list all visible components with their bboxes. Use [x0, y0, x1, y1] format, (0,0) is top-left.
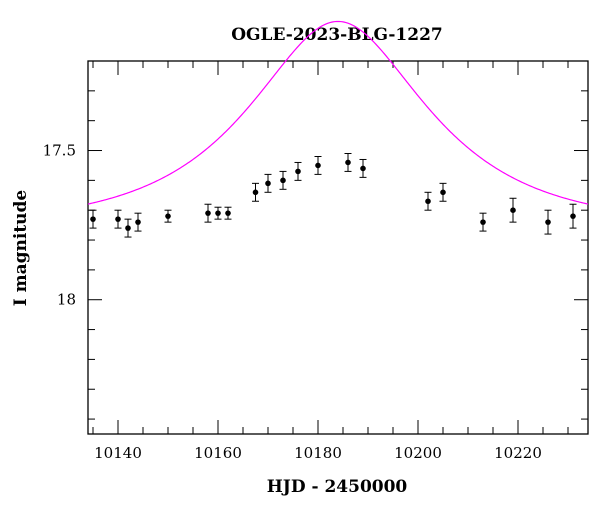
x-axis-label: HJD - 2450000	[267, 477, 408, 497]
data-point	[480, 219, 486, 225]
x-tick-label: 10220	[494, 444, 542, 462]
model-curve	[87, 20, 589, 205]
data-point	[165, 213, 171, 219]
plot-frame	[87, 60, 589, 435]
y-axis-label: I magnitude	[11, 190, 31, 307]
data-point	[570, 213, 576, 219]
data-point	[225, 210, 231, 216]
data-point	[510, 207, 516, 213]
data-point	[545, 219, 551, 225]
axis-ticks	[88, 60, 588, 434]
data-point	[295, 168, 301, 175]
chart-title: OGLE-2023-BLG-1227	[231, 25, 443, 45]
x-tick-label: 10200	[394, 444, 442, 462]
y-tick-label: 18	[57, 291, 76, 309]
data-points	[89, 153, 577, 238]
data-point	[205, 210, 211, 216]
data-point	[90, 216, 96, 222]
data-point	[280, 177, 286, 184]
x-tick-label: 10140	[94, 444, 142, 462]
data-point	[252, 189, 259, 196]
data-point	[360, 165, 366, 172]
data-point	[265, 180, 271, 187]
data-point	[135, 219, 141, 225]
data-point	[345, 159, 351, 166]
data-point	[315, 162, 321, 169]
data-point	[125, 225, 131, 231]
data-point	[425, 198, 431, 205]
x-tick-label: 10180	[294, 444, 342, 462]
y-tick-label: 17.5	[43, 142, 76, 160]
data-point	[215, 210, 221, 216]
axis-tick-labels: 10140 10160 10180 10200 10220 17.5 18	[43, 142, 542, 462]
x-tick-label: 10160	[194, 444, 242, 462]
data-point	[440, 189, 446, 196]
data-point	[115, 216, 121, 222]
